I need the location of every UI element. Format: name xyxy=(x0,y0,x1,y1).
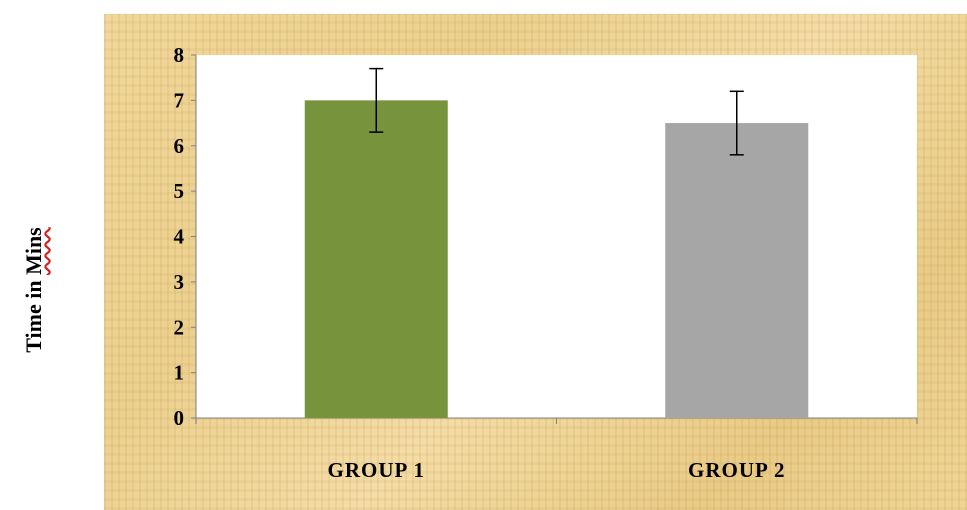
plot-area xyxy=(196,55,917,418)
bar xyxy=(304,100,448,418)
x-tick-label: GROUP 2 xyxy=(688,458,785,482)
y-tick-label: 7 xyxy=(174,88,185,112)
y-axis-title-unit: Mins xyxy=(21,227,46,275)
y-axis-title: Time in Mins xyxy=(21,227,47,353)
y-tick-label: 8 xyxy=(174,43,185,67)
y-axis-title-prefix: Time in xyxy=(21,274,46,353)
y-tick-label: 0 xyxy=(174,406,185,430)
bar-chart: 0 1 2 3 4 5 6 7 8 GROUP 1 GROUP 2 xyxy=(174,43,918,482)
y-tick-label: 2 xyxy=(174,315,185,339)
y-tick-label: 3 xyxy=(174,270,185,294)
chart-background: 0 1 2 3 4 5 6 7 8 GROUP 1 GROUP 2 xyxy=(104,14,967,510)
bar xyxy=(665,123,809,418)
y-tick-label: 5 xyxy=(174,179,185,203)
y-tick-label: 1 xyxy=(174,361,185,385)
x-tick-label: GROUP 1 xyxy=(328,458,425,482)
y-tick-label: 6 xyxy=(174,134,185,158)
y-tick-label: 4 xyxy=(174,225,185,249)
